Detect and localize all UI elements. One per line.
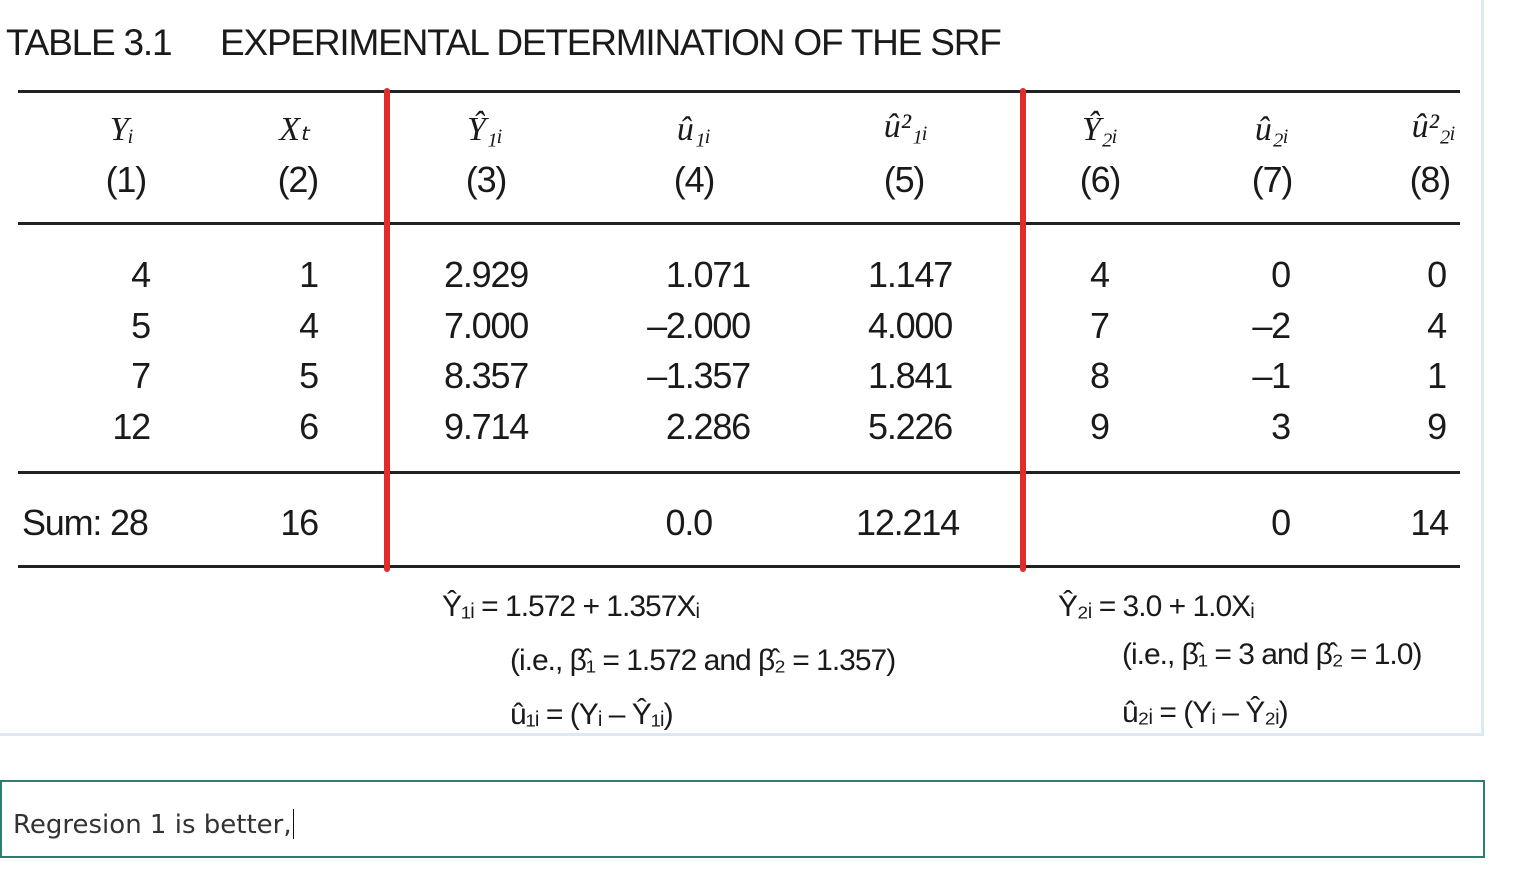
table-cell: 7 bbox=[1090, 305, 1110, 346]
sum-cell: 16 bbox=[280, 502, 319, 543]
header-symbol: Yᵢ bbox=[109, 111, 134, 148]
formula-line: û₂ᵢ = (Yᵢ – Ŷ₂ᵢ) bbox=[1122, 696, 1289, 729]
table-cell: 2.286 bbox=[665, 406, 751, 447]
sum-rule bbox=[18, 471, 1460, 474]
table-cell: 4 bbox=[299, 305, 319, 346]
sum-cell: 0 bbox=[1271, 502, 1291, 543]
header-index: (8) bbox=[1409, 159, 1452, 200]
header-index: (2) bbox=[277, 159, 320, 200]
table-cell: 8.357 bbox=[444, 355, 529, 396]
sum-cell: 0.0 bbox=[665, 502, 714, 543]
table-cell: 0 bbox=[1427, 254, 1447, 295]
table-cell: –2 bbox=[1252, 305, 1291, 346]
header-index: (6) bbox=[1079, 159, 1122, 200]
table-cell: 9.714 bbox=[444, 406, 529, 447]
table-cell: 9 bbox=[1090, 406, 1110, 447]
sum-cell: 14 bbox=[1410, 502, 1449, 543]
header-rule bbox=[18, 222, 1460, 225]
table-cell: 7.000 bbox=[444, 305, 529, 346]
top-rule bbox=[18, 90, 1460, 93]
header-symbol: û²₂ᵢ bbox=[1411, 108, 1456, 145]
table-cell: 5 bbox=[131, 305, 151, 346]
answer-text-line[interactable]: Regresion 1 is better, bbox=[13, 809, 294, 840]
table-cell: 4 bbox=[1427, 305, 1447, 346]
table-cell: 1.071 bbox=[665, 254, 751, 295]
table-cell: 1 bbox=[1427, 355, 1447, 396]
formula-line: Ŷ₁ᵢ = 1.572 + 1.357Xᵢ bbox=[442, 590, 700, 623]
header-index: (4) bbox=[673, 159, 716, 200]
sum-cell: 12.214 bbox=[856, 502, 960, 543]
table-cell: 9 bbox=[1427, 406, 1447, 447]
table-cell: 8 bbox=[1090, 355, 1110, 396]
header-index: (7) bbox=[1251, 159, 1294, 200]
table-image: TABLE 3.1 EXPERIMENTAL DETERMINATION OF T… bbox=[0, 0, 1484, 736]
table-cell: 4.000 bbox=[868, 305, 953, 346]
header-symbol: Ŷ₁ᵢ bbox=[466, 111, 504, 148]
table-cell: 1 bbox=[299, 254, 319, 295]
answer-text[interactable]: Regresion 1 is better, bbox=[13, 810, 292, 840]
table-cell: 6 bbox=[299, 406, 319, 447]
header-index: (5) bbox=[883, 159, 926, 200]
table-cell: 0 bbox=[1271, 254, 1291, 295]
table-cell: 4 bbox=[131, 254, 151, 295]
formula-line: Ŷ₂ᵢ = 3.0 + 1.0Xᵢ bbox=[1058, 590, 1255, 623]
header-symbol: û₁ᵢ bbox=[676, 111, 712, 148]
table-cell: 12 bbox=[112, 406, 151, 447]
formula-line: û₁ᵢ = (Yᵢ – Ŷ₁ᵢ) bbox=[510, 698, 674, 731]
red-separator-right bbox=[1020, 88, 1026, 572]
table-caption: EXPERIMENTAL DETERMINATION OF THE SRF bbox=[220, 22, 1002, 63]
text-cursor bbox=[292, 809, 294, 839]
table-cell: 3 bbox=[1271, 406, 1291, 447]
table-cell: 5 bbox=[299, 355, 319, 396]
header-index: (1) bbox=[105, 159, 148, 200]
sum-cell: Sum: 28 bbox=[22, 502, 149, 543]
header-symbol: û²₁ᵢ bbox=[883, 108, 929, 145]
table-cell: –1 bbox=[1252, 355, 1291, 396]
table-cell: 1.841 bbox=[868, 355, 953, 396]
red-separator-left bbox=[384, 88, 390, 572]
formula-line: (i.e., β̂₁ = 1.572 and β̂₂ = 1.357) bbox=[510, 644, 896, 677]
table-cell: –2.000 bbox=[647, 305, 751, 346]
header-symbol: Ŷ₂ᵢ bbox=[1081, 111, 1119, 148]
bottom-rule bbox=[18, 565, 1460, 568]
answer-textbox[interactable]: Regresion 1 is better, bbox=[0, 780, 1485, 858]
header-symbol: Xₜ bbox=[279, 111, 310, 148]
table-cell: 4 bbox=[1090, 254, 1110, 295]
table-cell: 7 bbox=[131, 355, 151, 396]
formula-line: (i.e., β̂₁ = 3 and β̂₂ = 1.0) bbox=[1122, 638, 1422, 671]
table-cell: 2.929 bbox=[444, 254, 529, 295]
header-symbol: û₂ᵢ bbox=[1254, 111, 1290, 148]
table-cell: –1.357 bbox=[647, 355, 751, 396]
table-cell: 1.147 bbox=[868, 254, 953, 295]
table-number: TABLE 3.1 bbox=[6, 22, 173, 63]
table-cell: 5.226 bbox=[868, 406, 953, 447]
table-title: TABLE 3.1 EXPERIMENTAL DETERMINATION OF T… bbox=[6, 22, 1002, 64]
header-index: (3) bbox=[465, 159, 508, 200]
